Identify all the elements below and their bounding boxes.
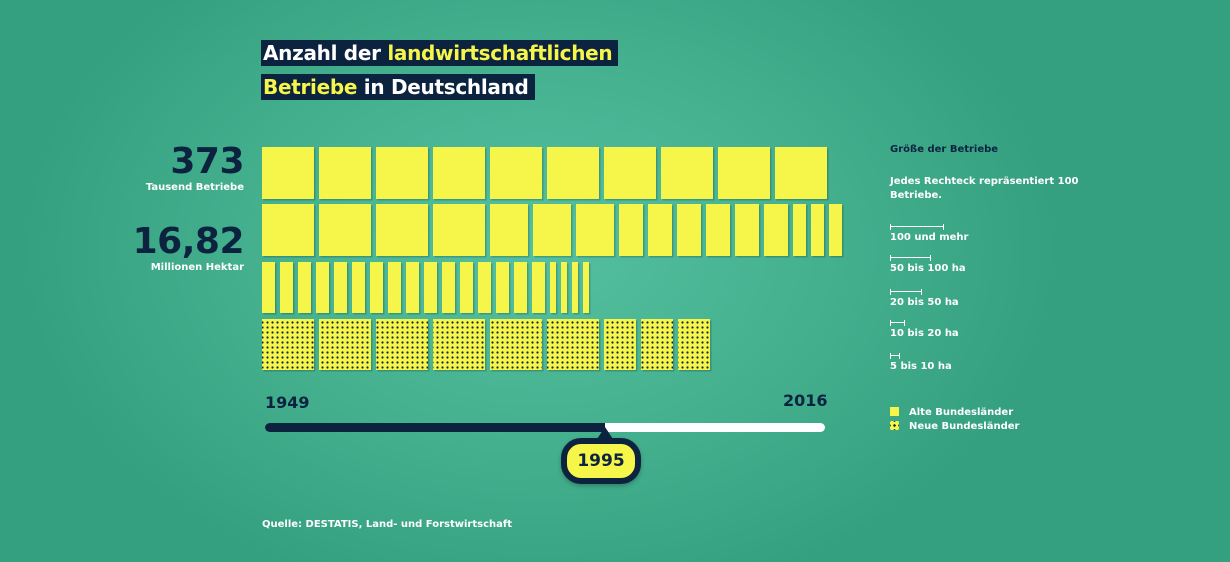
source-note: Quelle: DESTATIS, Land- und Forstwirtsch…	[262, 519, 513, 530]
farm-rect-dots	[641, 319, 673, 370]
farm-rect	[496, 262, 509, 313]
size-scale-bar	[890, 289, 922, 295]
title-highlight-2: Betriebe	[263, 75, 358, 99]
farm-rect	[718, 147, 770, 199]
title-highlight-1: landwirtschaftlichen	[387, 41, 613, 65]
farm-rect	[316, 262, 329, 313]
farm-rect	[262, 262, 275, 313]
farm-rect	[442, 262, 455, 313]
farm-rect-dots	[678, 319, 710, 370]
title-part-1: Anzahl der	[263, 41, 388, 65]
farm-rect	[583, 262, 589, 313]
size-scale-bar	[890, 353, 900, 359]
farm-rect	[661, 147, 713, 199]
farms-value: 373	[170, 141, 244, 182]
legend-size-50-100: 50 bis 100 ha	[890, 255, 966, 274]
area-value: 16,82	[132, 221, 245, 262]
farm-rect	[619, 204, 643, 256]
farm-rect	[604, 147, 656, 199]
farm-rect	[775, 147, 827, 199]
legend-item-alte-bundeslaender: Alte Bundesländer	[890, 407, 1013, 418]
farm-rect-dots	[262, 319, 314, 370]
farms-label: Tausend Betriebe	[145, 182, 244, 193]
farm-rect	[648, 204, 672, 256]
title-part-2: in Deutschland	[357, 75, 529, 99]
farm-rect	[370, 262, 383, 313]
legend-size-10-20: 10 bis 20 ha	[890, 320, 959, 339]
farm-rect	[262, 204, 314, 256]
farm-rect	[793, 204, 806, 256]
legend-size-100-plus: 100 und mehr	[890, 224, 969, 243]
farm-rect-dots	[433, 319, 485, 370]
farm-rect	[262, 147, 314, 199]
area-stat: 16,82 Millionen Hektar	[132, 221, 245, 274]
farm-rect	[490, 204, 528, 256]
farm-rect	[677, 204, 701, 256]
solid-swatch	[890, 407, 899, 416]
year-slider-handle[interactable]: 1995	[561, 438, 641, 484]
farm-rect	[460, 262, 473, 313]
farm-rect	[572, 262, 578, 313]
farm-rect	[478, 262, 491, 313]
size-scale-bar	[890, 224, 944, 230]
farm-rect	[424, 262, 437, 313]
legend-region-label: Alte Bundesländer	[909, 407, 1014, 418]
title-line-1: Anzahl der landwirtschaftlichen	[261, 40, 619, 66]
farm-rect	[376, 147, 428, 199]
farm-rect	[561, 262, 567, 313]
legend-size-20-50: 20 bis 50 ha	[890, 289, 959, 308]
farm-rect-dots	[490, 319, 542, 370]
legend-heading: Größe der Betriebe	[890, 144, 999, 155]
legend-size-5-10: 5 bis 10 ha	[890, 353, 952, 372]
timeline-end-year: 2016	[783, 391, 828, 410]
legend-size-label: 20 bis 50 ha	[890, 297, 959, 308]
size-scale-bar	[890, 320, 905, 326]
title-line-2: Betriebe in Deutschland	[261, 74, 618, 100]
farm-rect	[550, 262, 556, 313]
farm-rect	[319, 204, 371, 256]
farm-rect	[764, 204, 788, 256]
farm-rect	[576, 204, 614, 256]
farm-rect	[547, 147, 599, 199]
farm-rect	[280, 262, 293, 313]
farm-rect-dots	[319, 319, 371, 370]
legend-region-label: Neue Bundesländer	[909, 421, 1020, 432]
farm-rect	[298, 262, 311, 313]
farm-rect	[433, 204, 485, 256]
dotted-swatch	[890, 421, 899, 430]
farms-stat: 373 Tausend Betriebe	[145, 141, 245, 194]
handle-pointer	[597, 427, 613, 439]
chart-title: Anzahl der landwirtschaftlichen Betriebe…	[261, 40, 619, 100]
farm-rect	[735, 204, 759, 256]
legend-item-neue-bundeslaender: Neue Bundesländer	[890, 421, 1019, 432]
farm-rect-dots	[604, 319, 636, 370]
area-label: Millionen Hektar	[150, 262, 244, 273]
legend-size-label: 50 bis 100 ha	[890, 263, 966, 274]
farm-rect	[334, 262, 347, 313]
farm-rect	[811, 204, 824, 256]
farm-rect	[352, 262, 365, 313]
farm-rect	[829, 204, 842, 256]
farm-rect	[376, 204, 428, 256]
legend-description: Jedes Rechteck repräsentiert 100 Betrieb…	[890, 176, 1079, 201]
timeline-start-year: 1949	[265, 393, 310, 412]
farm-rect	[490, 147, 542, 199]
farm-rect	[533, 204, 571, 256]
legend-size-label: 10 bis 20 ha	[890, 328, 959, 339]
farm-rect-dots	[547, 319, 599, 370]
farm-rect	[406, 262, 419, 313]
farm-rect	[433, 147, 485, 199]
size-scale-bar	[890, 255, 931, 261]
farm-rect	[514, 262, 527, 313]
timeline-progress	[265, 423, 605, 432]
farm-rect	[319, 147, 371, 199]
farm-rect	[388, 262, 401, 313]
legend: Größe der Betriebe Jedes Rechteck repräs…	[890, 144, 1090, 432]
farm-rect-dots	[376, 319, 428, 370]
legend-size-label: 100 und mehr	[890, 232, 969, 243]
farm-rect	[706, 204, 730, 256]
legend-size-label: 5 bis 10 ha	[890, 361, 952, 372]
farm-rect	[532, 262, 545, 313]
